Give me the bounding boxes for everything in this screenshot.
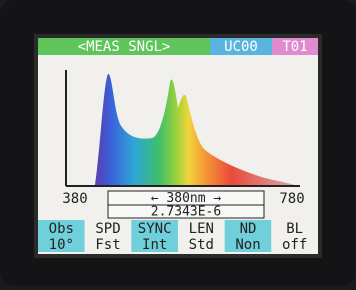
menu-value[interactable]: Int [142, 237, 167, 253]
cursor-reading: 2.7343E-6 [151, 205, 221, 220]
menu-label[interactable]: SPD [95, 221, 120, 237]
menu-label[interactable]: Obs [49, 221, 74, 237]
menu-value[interactable]: Std [189, 237, 214, 253]
menu-value[interactable]: Fst [95, 237, 120, 253]
menu-value[interactable]: off [282, 237, 307, 253]
menu-value[interactable]: Non [235, 237, 260, 253]
axis-max: 780 [279, 191, 304, 207]
device: <MEAS SNGL> UC00 T01 380 780 ← 380nm → 2… [0, 0, 356, 286]
menu-label[interactable]: LEN [189, 221, 214, 237]
tag: T01 [282, 39, 307, 55]
channel: UC00 [224, 39, 258, 55]
menu-value[interactable]: 10° [49, 237, 74, 253]
menu-label[interactable]: ND [240, 221, 257, 237]
menu-label[interactable]: BL [286, 221, 303, 237]
axis-min: 380 [62, 191, 87, 207]
menu-label[interactable]: SYNC [138, 221, 172, 237]
mode: <MEAS SNGL> [78, 39, 171, 55]
